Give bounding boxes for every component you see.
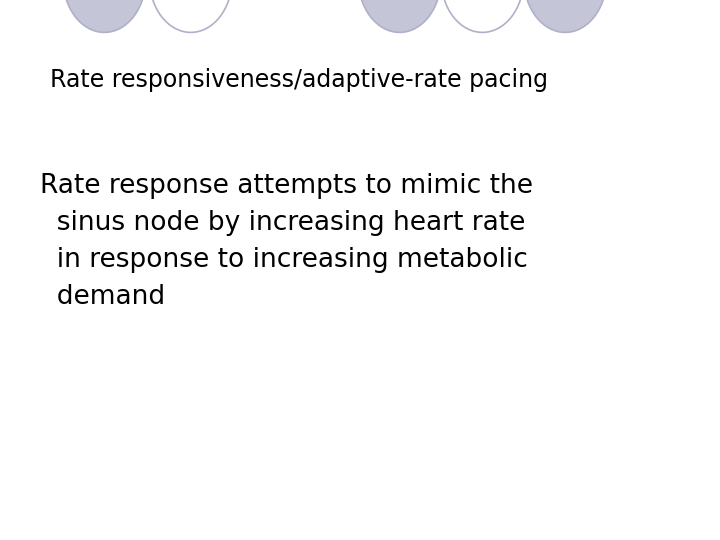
Text: Rate response attempts to mimic the
  sinus node by increasing heart rate
  in r: Rate response attempts to mimic the sinu… xyxy=(40,173,533,310)
Ellipse shape xyxy=(359,0,441,32)
Ellipse shape xyxy=(63,0,145,32)
Ellipse shape xyxy=(524,0,606,32)
Text: Rate responsiveness/adaptive-rate pacing: Rate responsiveness/adaptive-rate pacing xyxy=(50,68,549,91)
